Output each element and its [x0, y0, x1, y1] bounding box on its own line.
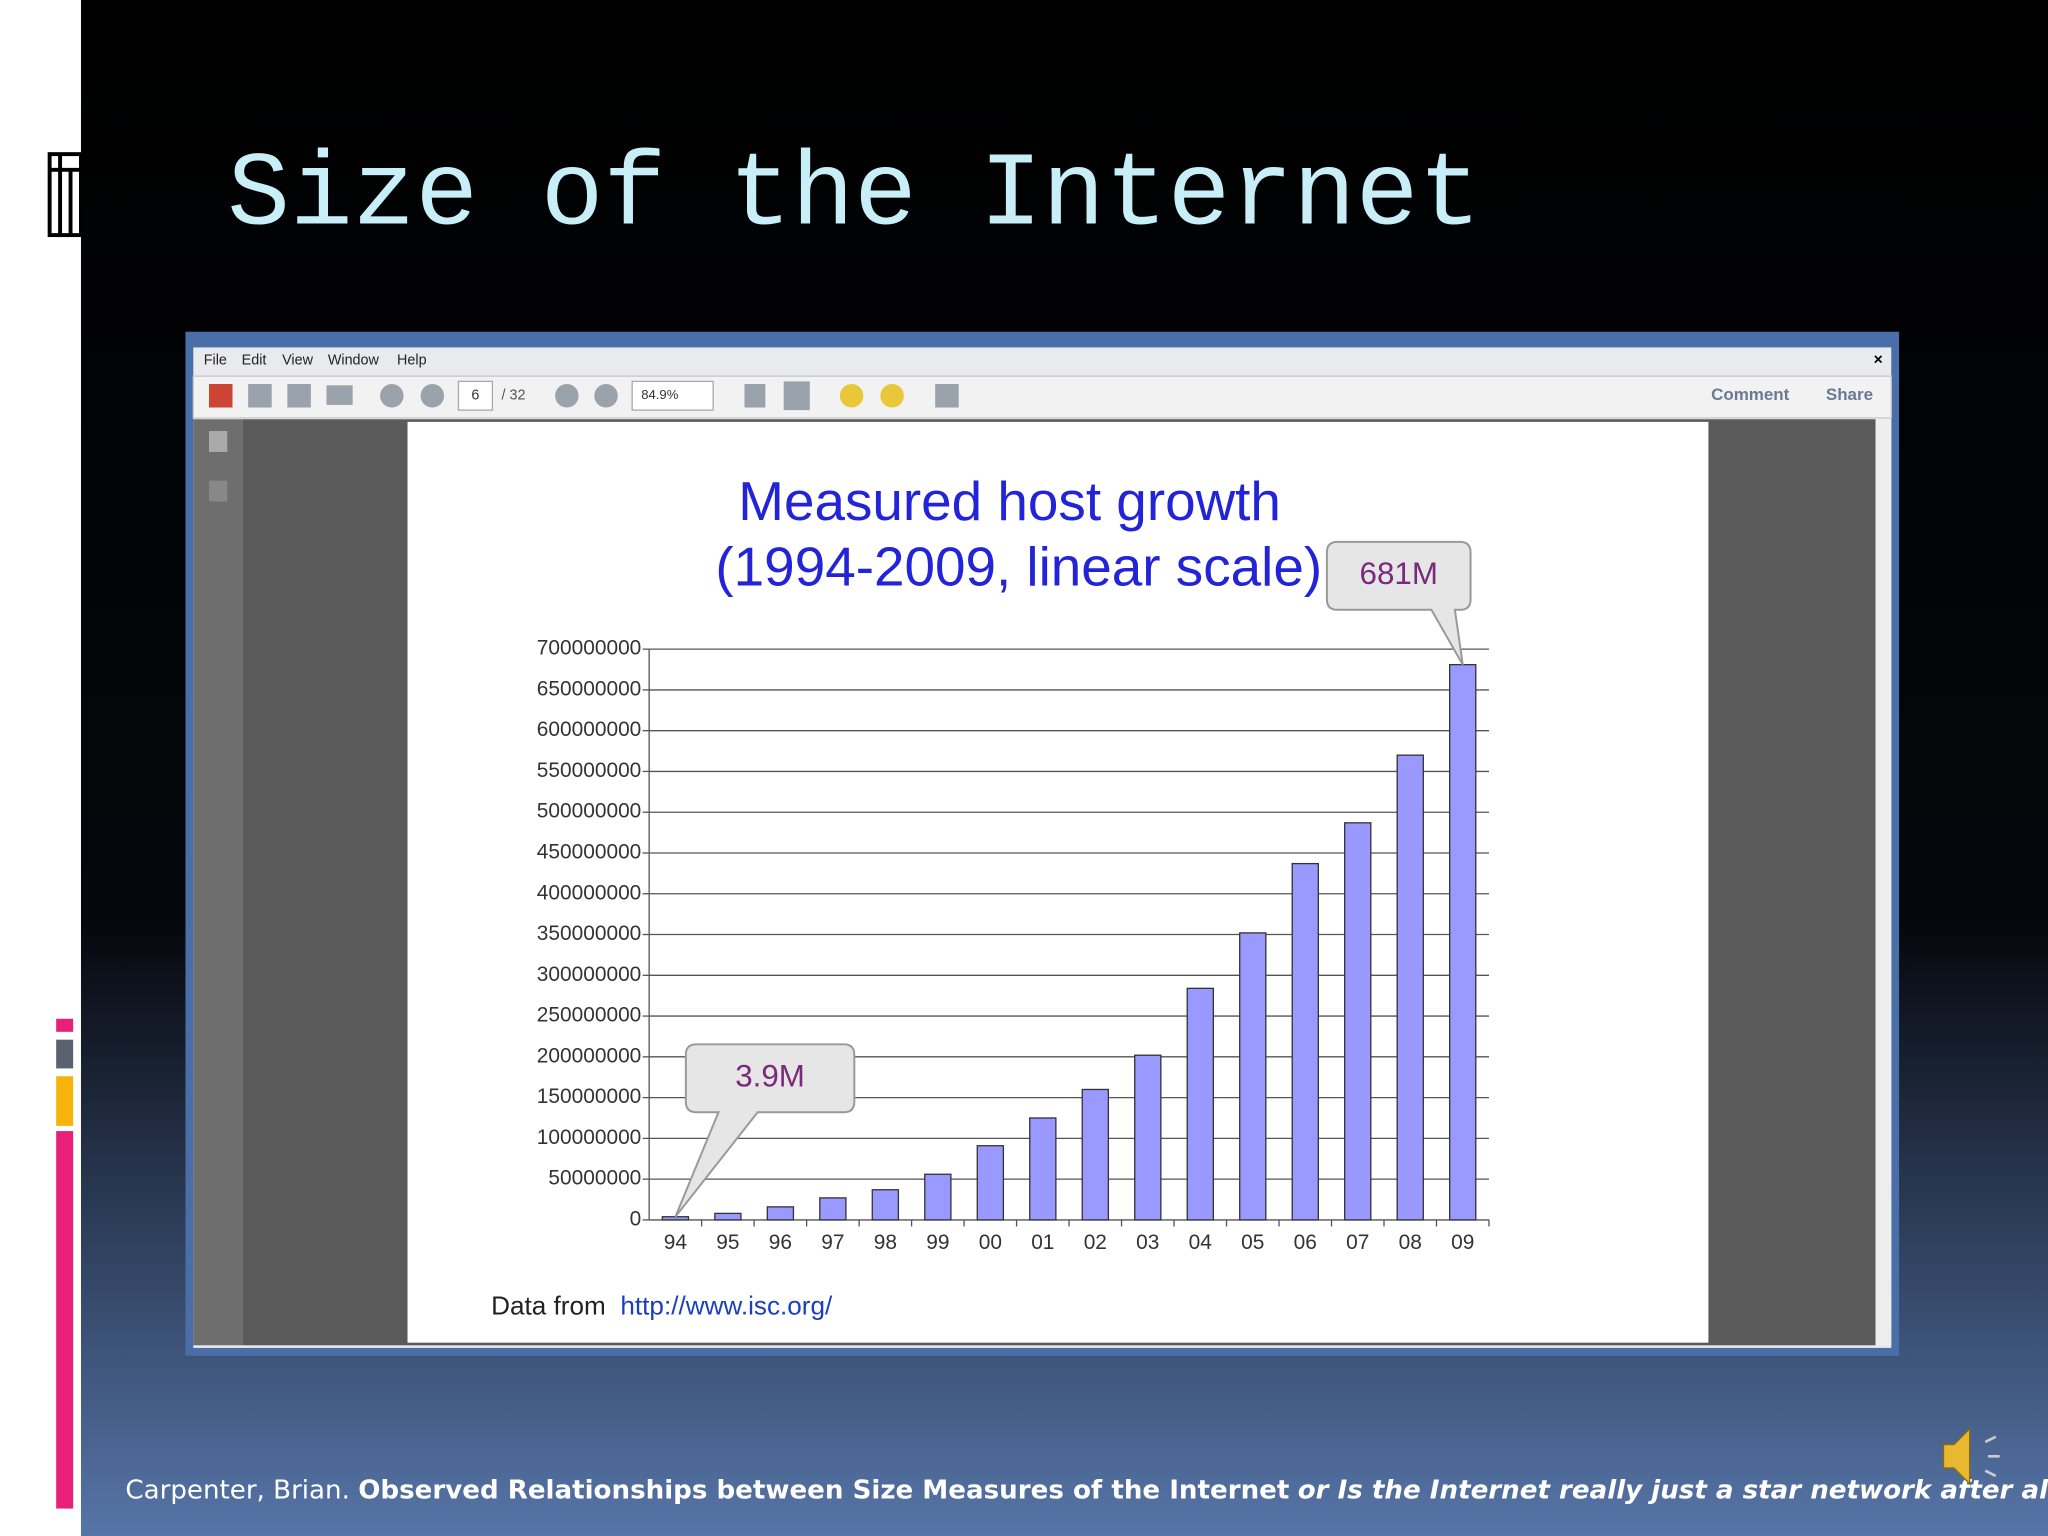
callout — [1325, 540, 1472, 666]
x-tick-label: 01 — [1031, 1231, 1054, 1254]
accent — [56, 1076, 74, 1126]
zoom-value: 84.9% — [641, 387, 678, 402]
menu-item[interactable]: Edit — [242, 352, 267, 368]
callout — [674, 1043, 856, 1218]
bar — [661, 1216, 690, 1221]
y-tick-label: 350000000 — [537, 922, 642, 945]
x-tick-label: 04 — [1189, 1231, 1212, 1254]
citation-title: Observed Relationships between Size Meas… — [358, 1475, 1289, 1505]
y-tick-label: 600000000 — [537, 718, 642, 741]
x-tick-label: 95 — [716, 1231, 739, 1254]
chart: Measured host growth (1994-2009, linear … — [491, 470, 1490, 1320]
accent — [56, 1018, 74, 1032]
x-tick-label: 07 — [1346, 1231, 1369, 1254]
x-tick-label: 03 — [1136, 1231, 1159, 1254]
slide-title: Size of the Internet — [227, 138, 1481, 256]
x-tick-label: 05 — [1241, 1231, 1264, 1254]
bar — [1186, 987, 1214, 1221]
bar — [1239, 932, 1267, 1221]
citation-subtitle: or Is the Internet really just a star ne… — [1298, 1475, 2048, 1505]
y-tick-label: 700000000 — [537, 637, 642, 660]
zoom-input[interactable] — [631, 380, 714, 411]
accent — [56, 1039, 74, 1069]
source-link[interactable]: http://www.isc.org/ — [620, 1290, 833, 1320]
x-tick-label: 98 — [874, 1231, 897, 1254]
chart-title: Measured host growth — [738, 470, 1281, 532]
menu-item[interactable]: File — [204, 352, 227, 368]
bar — [1449, 663, 1477, 1221]
y-tick-label: 0 — [630, 1207, 642, 1230]
audio-icon[interactable] — [1942, 1427, 2000, 1486]
bar — [1396, 754, 1424, 1221]
y-tick-label: 400000000 — [537, 881, 642, 904]
bar — [819, 1197, 847, 1221]
bar — [714, 1212, 742, 1221]
close-button[interactable]: × — [1874, 352, 1883, 369]
y-tick-label: 650000000 — [537, 677, 642, 700]
page-number: 6 — [471, 388, 479, 404]
x-tick-label: 99 — [926, 1231, 949, 1254]
x-tick-label: 94 — [664, 1231, 687, 1254]
chart-subtitle: (1994-2009, linear scale) — [715, 535, 1322, 597]
comment-button[interactable]: Comment — [1711, 385, 1790, 404]
bar — [1134, 1054, 1162, 1221]
citation: Carpenter, Brian. Observed Relationships… — [125, 1475, 2048, 1505]
bar — [871, 1189, 900, 1221]
source-text: Data from — [491, 1290, 606, 1320]
pdf-page — [407, 421, 1709, 1343]
x-tick-label: 09 — [1451, 1231, 1474, 1254]
menu-item[interactable]: Help — [397, 352, 427, 368]
y-tick-label: 200000000 — [537, 1044, 642, 1067]
pages-icon[interactable] — [208, 431, 228, 452]
bar — [1344, 822, 1372, 1221]
x-tick-label: 06 — [1294, 1231, 1317, 1254]
menu-item[interactable]: View — [282, 352, 313, 368]
bar — [924, 1173, 952, 1221]
x-tick-label: 97 — [821, 1231, 844, 1254]
slide-icon — [47, 152, 83, 238]
bar — [1291, 862, 1319, 1221]
y-tick-label: 50000000 — [548, 1167, 641, 1190]
citation-author: Carpenter, Brian. — [125, 1475, 350, 1505]
x-tick-label: 96 — [769, 1231, 792, 1254]
page-input[interactable] — [457, 380, 494, 411]
value-label: 681M — [1360, 556, 1438, 591]
share-button[interactable]: Share — [1826, 385, 1873, 404]
toolbar-icons — [208, 381, 959, 411]
x-tick-label: 00 — [979, 1231, 1002, 1254]
y-tick-label: 500000000 — [537, 800, 642, 823]
accent — [56, 1131, 74, 1509]
y-tick-label: 300000000 — [537, 963, 642, 986]
y-tick-label: 450000000 — [537, 841, 642, 864]
bar — [766, 1206, 795, 1221]
x-tick-label: 02 — [1084, 1231, 1107, 1254]
y-tick-label: 150000000 — [537, 1085, 642, 1108]
toolbar — [192, 375, 1892, 419]
bar — [976, 1145, 1005, 1221]
scrollbar[interactable] — [1875, 419, 1892, 1346]
x-tick-label: 08 — [1399, 1231, 1422, 1254]
value-label: 3.9M — [735, 1059, 805, 1094]
page-count: / 32 — [502, 388, 526, 404]
y-tick-label: 250000000 — [537, 1004, 642, 1027]
nav-panel — [193, 419, 243, 1346]
bar — [1081, 1088, 1110, 1221]
y-tick-label: 550000000 — [537, 759, 642, 782]
attach-icon[interactable] — [208, 480, 228, 502]
menu-item[interactable]: Window — [328, 352, 380, 368]
bar — [1029, 1117, 1057, 1221]
y-tick-label: 100000000 — [537, 1126, 642, 1149]
